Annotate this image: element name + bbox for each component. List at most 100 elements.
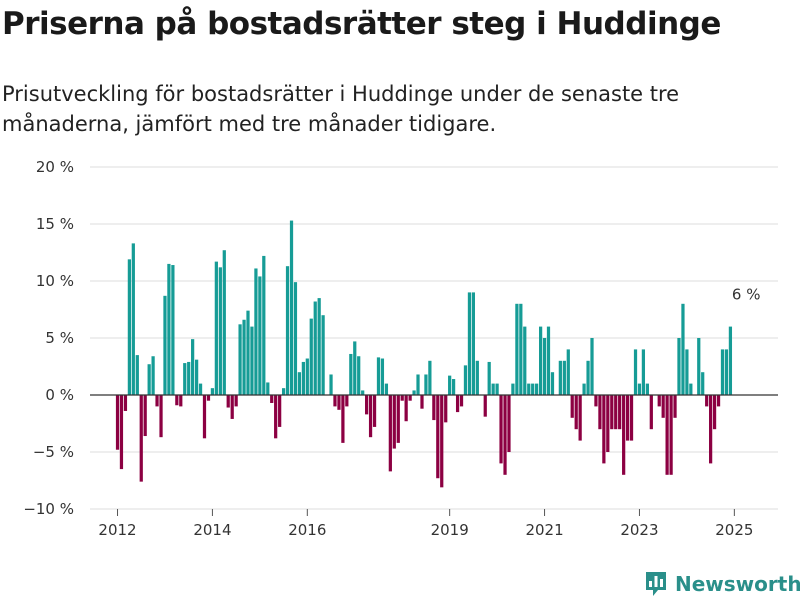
bar <box>392 395 396 449</box>
bar <box>210 388 215 395</box>
bar <box>594 395 598 407</box>
chart-title: Priserna på bostadsrätter steg i Hudding… <box>2 6 721 42</box>
bar <box>183 363 187 395</box>
bar <box>527 383 531 395</box>
bar <box>246 310 250 395</box>
bar <box>250 326 254 395</box>
bar <box>147 364 151 395</box>
y-tick-label: 10 % <box>36 272 74 290</box>
bar <box>329 374 333 395</box>
bar <box>317 298 321 395</box>
bar <box>167 263 171 395</box>
bar <box>689 383 693 395</box>
bar <box>123 395 128 411</box>
bar <box>428 360 432 395</box>
bar <box>491 383 495 395</box>
bar <box>451 379 456 395</box>
bar <box>127 259 131 395</box>
bar <box>705 395 709 407</box>
bar <box>467 292 472 395</box>
bar <box>404 395 408 422</box>
annotation: 6 % <box>732 286 761 304</box>
bar <box>380 358 385 395</box>
bar <box>625 395 630 441</box>
bar <box>309 318 313 395</box>
bar <box>368 395 373 438</box>
bar <box>171 265 175 395</box>
bar <box>396 395 400 443</box>
bar <box>408 395 412 401</box>
bar <box>535 383 539 395</box>
bar <box>143 395 147 437</box>
bar <box>657 395 661 407</box>
bar <box>633 349 638 395</box>
bar <box>222 250 226 395</box>
bar <box>376 357 381 395</box>
x-tick-label: 2023 <box>620 521 658 539</box>
bar <box>677 338 681 395</box>
bar <box>214 261 218 395</box>
bar <box>345 395 349 407</box>
bar <box>550 372 555 395</box>
bar <box>293 282 298 395</box>
bar <box>641 349 646 395</box>
bar <box>728 326 733 395</box>
bar <box>574 395 578 430</box>
bar <box>349 353 353 395</box>
bar <box>637 383 642 395</box>
bar <box>701 372 705 395</box>
bar <box>697 338 701 395</box>
bar <box>436 395 440 479</box>
bar <box>119 395 124 470</box>
bar <box>230 395 234 419</box>
bar <box>353 341 357 395</box>
bar <box>206 395 211 401</box>
bar <box>151 356 155 395</box>
bar <box>365 395 369 415</box>
bar <box>313 301 317 395</box>
bar <box>602 395 606 464</box>
bar <box>337 395 341 410</box>
brand-name: Newsworthy <box>675 572 800 596</box>
bar <box>614 395 618 430</box>
bar <box>341 395 345 443</box>
bar <box>202 395 207 439</box>
bar <box>444 395 448 423</box>
bar <box>531 383 535 395</box>
bar <box>115 395 120 450</box>
bar <box>712 395 717 430</box>
bar <box>412 390 416 395</box>
bar <box>519 303 523 395</box>
bar <box>503 395 507 475</box>
bar-chart-logo-icon <box>646 572 666 596</box>
bar <box>539 326 543 395</box>
bar <box>242 319 246 395</box>
bar <box>661 395 665 418</box>
bar <box>218 267 222 395</box>
bar <box>195 359 199 395</box>
bar <box>440 395 444 488</box>
bar <box>187 361 191 395</box>
bar <box>455 395 460 413</box>
bar <box>234 395 238 407</box>
bar <box>448 375 452 395</box>
bar <box>459 395 464 407</box>
chart-subtitle: Prisutveckling för bostadsrätter i Huddi… <box>2 82 680 136</box>
bar <box>649 395 653 430</box>
bar <box>562 360 566 395</box>
bar <box>622 395 626 475</box>
y-tick-label: −5 % <box>33 443 74 461</box>
bar <box>400 395 404 401</box>
annotation-label: 6 % <box>732 286 761 304</box>
bar <box>546 326 551 395</box>
bar <box>598 395 602 430</box>
bar <box>301 361 305 395</box>
bar <box>610 395 614 430</box>
bar <box>357 356 361 395</box>
bar <box>487 361 491 395</box>
bar <box>681 303 685 395</box>
bar <box>570 395 574 418</box>
x-tick-label: 2016 <box>288 521 326 539</box>
bar <box>507 395 511 452</box>
